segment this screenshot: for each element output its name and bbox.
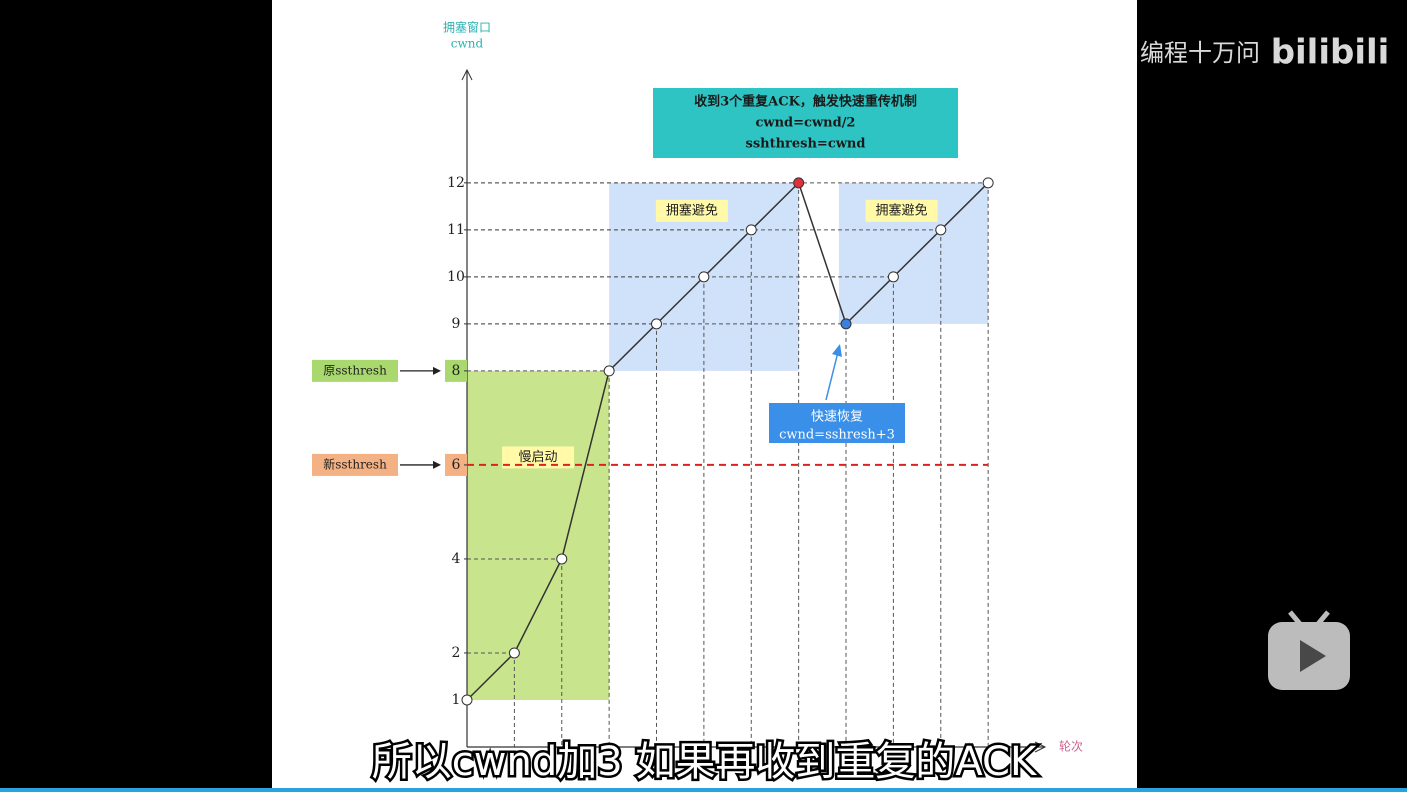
data-point	[745, 224, 757, 236]
y-tick-label: 4	[452, 551, 461, 567]
data-point	[793, 177, 805, 189]
y-tick-label: 10	[447, 269, 465, 285]
chart: 慢启动 拥塞避免 拥塞避免 拥塞窗口 cwnd 轮次 原ssthresh 新ssthresh 1…	[312, 20, 1083, 754]
annotation-arrow	[825, 351, 839, 401]
data-point	[840, 318, 852, 330]
data-point	[982, 177, 994, 189]
data-point	[508, 647, 520, 659]
logo: bilibili	[1271, 33, 1390, 73]
y-axis-label: 拥塞窗口	[443, 20, 491, 35]
threshold-arrowhead	[433, 460, 441, 469]
threshold-arrowhead	[433, 366, 441, 375]
threshold-tick-bg	[445, 359, 467, 382]
data-point	[651, 318, 663, 330]
threshold-tick-bg	[445, 453, 467, 476]
data-point	[887, 271, 899, 283]
threshold-label-bg	[312, 453, 398, 476]
annotation-text: 收到3个重复ACK，触发快速重传机制	[694, 94, 917, 110]
annotation-text: sshthresh=cwnd	[746, 137, 866, 152]
threshold-label: 新ssthresh	[323, 456, 387, 471]
threshold-label: 原ssthresh	[323, 363, 387, 377]
progress-bar	[0, 788, 1407, 792]
threshold-label-bg	[312, 359, 398, 382]
y-tick-label: 1	[452, 692, 461, 708]
tv-icon	[1268, 610, 1350, 690]
y-axis-arrow	[461, 68, 473, 81]
x-axis-label: 轮次	[1059, 740, 1083, 754]
region-label: 拥塞避免	[876, 202, 928, 218]
y-tick-label: 11	[447, 222, 465, 238]
y-tick-label: 12	[447, 175, 465, 191]
annotation-text: cwnd=sshresh+3	[779, 428, 895, 443]
x-axis-arrow	[1034, 741, 1047, 753]
y-tick-label: 8	[452, 363, 461, 379]
data-point	[556, 553, 568, 565]
annotation-text: cwnd=cwnd/2	[756, 116, 856, 131]
y-tick-label: 9	[452, 316, 461, 332]
region-label: 慢启动	[519, 449, 558, 465]
y-axis-label: cwnd	[451, 37, 484, 51]
annotation-arrowhead	[832, 344, 842, 357]
region-label-bg	[655, 199, 728, 222]
y-tick-label: 2	[452, 645, 461, 661]
region-label-bg	[502, 446, 575, 469]
annotation-text: 快速恢复	[811, 410, 863, 425]
data-point	[698, 271, 710, 283]
region	[467, 370, 610, 700]
data-point	[461, 694, 473, 706]
subtitle: 所以cwnd加3 如果再收到重复的ACK	[372, 739, 1038, 785]
watermark: 编程十万问	[1140, 39, 1260, 67]
y-tick-label: 6	[452, 457, 461, 473]
annotation-box	[769, 403, 905, 443]
data-point	[935, 224, 947, 236]
data-line	[466, 181, 989, 701]
annotation-box	[653, 88, 958, 158]
data-point	[603, 365, 615, 377]
region-label-bg	[865, 199, 938, 222]
region-label: 拥塞避免	[666, 202, 718, 218]
